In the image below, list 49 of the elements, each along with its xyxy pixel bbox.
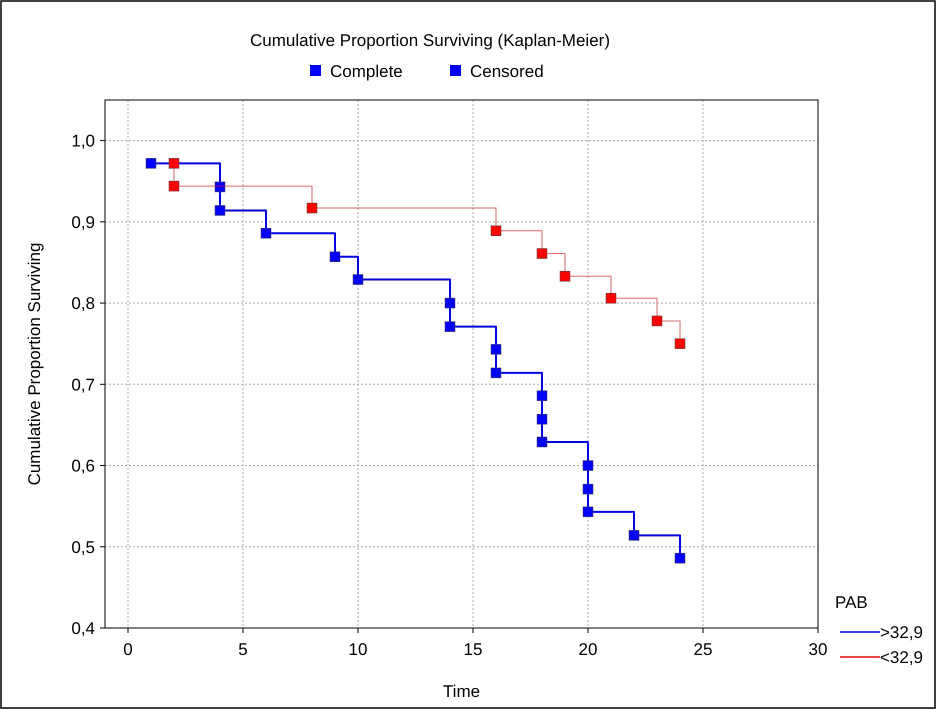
legend-label: >32,9	[880, 623, 924, 642]
point	[146, 158, 156, 169]
y-axis-title: Cumulative Proportion Surviving	[25, 242, 44, 486]
point	[560, 271, 570, 282]
point	[582, 484, 594, 494]
point	[444, 321, 456, 332]
point	[330, 252, 340, 262]
point	[214, 205, 226, 216]
point	[352, 274, 364, 285]
point	[674, 338, 686, 349]
legend-title: PAB	[835, 593, 868, 612]
point	[536, 248, 548, 259]
point	[260, 228, 272, 238]
point	[168, 180, 180, 192]
point	[444, 298, 456, 308]
y-tick-label: 0,8	[71, 294, 95, 314]
y-tick-label: 0,4	[71, 619, 95, 638]
x-tick-label: 30	[808, 640, 828, 659]
point	[536, 414, 548, 424]
point	[536, 436, 548, 448]
point	[490, 226, 502, 236]
point	[582, 506, 594, 518]
y-tick-label: 0,6	[71, 456, 95, 476]
y-tick-label: 0,9	[71, 212, 95, 232]
point	[652, 316, 662, 326]
x-tick-label: 25	[694, 640, 712, 659]
y-tick-label: 0,7	[71, 375, 95, 394]
point	[168, 158, 180, 169]
point	[582, 460, 594, 471]
point	[490, 344, 502, 355]
y-tick-label: 1,0	[71, 132, 95, 151]
point	[628, 530, 640, 541]
x-tick-label: 10	[348, 640, 368, 659]
x-tick-label: 20	[578, 640, 598, 659]
point	[214, 182, 226, 192]
point	[536, 390, 548, 401]
point	[674, 552, 686, 564]
chart-title: Cumulative Proportion Surviving (Kaplan-Meier)	[250, 31, 610, 50]
text: Censored	[470, 62, 544, 81]
legend-label: <32,9	[880, 648, 924, 667]
x-tick-label: 5	[238, 640, 248, 659]
text: Complete	[330, 62, 403, 81]
x-axis-title: Time	[442, 682, 480, 701]
point	[606, 292, 616, 304]
y-tick-label: 0,5	[71, 538, 95, 557]
point	[490, 368, 502, 378]
x-tick-label: 15	[464, 640, 482, 659]
point	[306, 202, 318, 214]
x-tick-label: 0	[123, 640, 133, 659]
